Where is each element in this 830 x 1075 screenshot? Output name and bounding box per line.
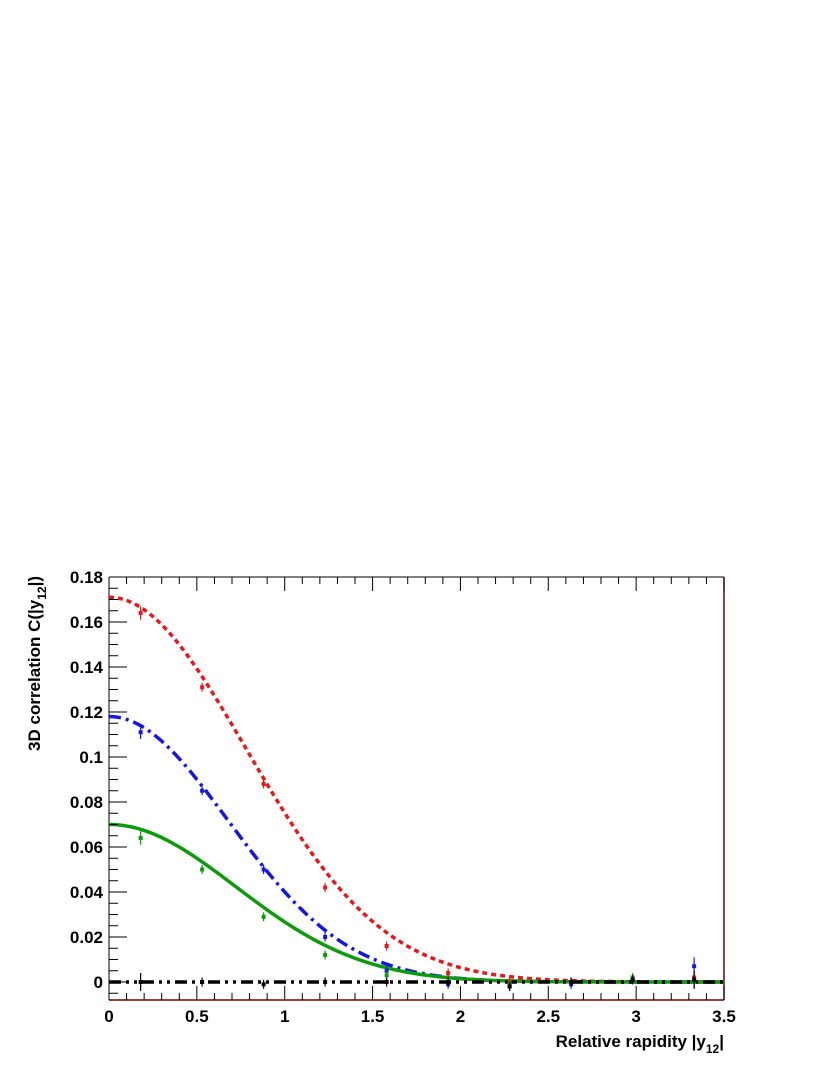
green-data-point <box>200 867 205 872</box>
y-tick-label: 0.06 <box>70 838 103 857</box>
black-data-point <box>261 982 266 987</box>
black-data-point <box>630 977 635 982</box>
blue-data-point <box>261 867 266 872</box>
y-tick-label: 0.18 <box>70 568 103 587</box>
blue-data-point <box>200 788 205 793</box>
blue-data-point <box>138 730 143 735</box>
x-tick-label: 0.5 <box>185 1007 209 1026</box>
red-data-point <box>138 611 143 615</box>
black-data-point <box>200 980 205 984</box>
fit-curves <box>108 595 724 984</box>
y-tick-label: 0.16 <box>70 613 103 632</box>
x-tick-label: 3.5 <box>712 1007 736 1026</box>
red-data-point <box>446 971 451 975</box>
y-tick-label: 0.12 <box>70 703 103 722</box>
y-axis-title: 3D correlation C(|y12|) <box>25 576 49 751</box>
green-data-point <box>261 914 266 919</box>
blue-data-point <box>323 935 328 939</box>
y-tick-label: 0.14 <box>70 658 104 677</box>
x-tick-label: 2 <box>456 1007 465 1026</box>
y-tick-label: 0.04 <box>70 883 104 902</box>
black-data-point <box>446 980 451 984</box>
x-axis-title: Relative rapidity |y12| <box>556 1032 724 1056</box>
y-tick-label: 0.1 <box>79 748 103 767</box>
black-data-point <box>384 980 389 984</box>
x-tick-label: 1.5 <box>361 1007 385 1026</box>
x-tick-label: 1 <box>280 1007 289 1026</box>
green-data-point <box>323 953 328 957</box>
black-data-point <box>138 980 143 984</box>
red-data-point <box>261 782 266 786</box>
black-data-point <box>507 984 512 989</box>
red-data-point <box>323 885 328 890</box>
red-data-point <box>200 685 205 690</box>
x-tick-label: 0 <box>104 1007 113 1026</box>
y-tick-label: 0.08 <box>70 793 103 812</box>
black-data-point <box>323 980 328 984</box>
y-axis: 0 0.02 0.04 0.06 0.08 0.1 0.12 0.14 0.16 0.18 <box>70 568 127 994</box>
y-tick-label: 0 <box>94 973 103 992</box>
x-tick-label: 2.5 <box>536 1007 560 1026</box>
black-data-point <box>569 980 574 984</box>
green-data-point <box>384 973 389 978</box>
green-data-point <box>138 836 143 840</box>
x-axis: 0 0.5 1 1.5 2 2.5 3 3.5 <box>104 577 736 1026</box>
blue-fit-curve <box>108 714 724 984</box>
black-data-point <box>692 977 697 982</box>
red-data-point <box>384 944 389 948</box>
plot-frame <box>108 576 725 1001</box>
blue-data-point <box>692 964 697 969</box>
y-tick-label: 0.02 <box>70 928 103 947</box>
data-points <box>138 606 697 991</box>
green-fit-curve <box>108 822 724 984</box>
x-tick-label: 3 <box>631 1007 640 1026</box>
